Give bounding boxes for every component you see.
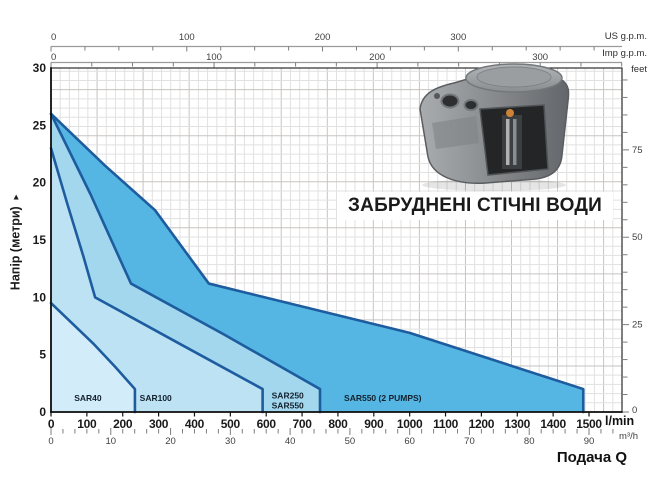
pump-areas bbox=[49, 112, 585, 414]
svg-text:5: 5 bbox=[39, 348, 46, 362]
svg-text:200: 200 bbox=[315, 32, 331, 43]
svg-text:30: 30 bbox=[33, 61, 47, 75]
flow-axis-title: Подача Q bbox=[556, 449, 627, 466]
area-sar40 bbox=[51, 303, 135, 412]
y-axis-title: Напір (метри) ▸ bbox=[9, 163, 26, 323]
chart-title: ЗАБРУДНЕНІ СТІЧНІ ВОДИ bbox=[337, 192, 613, 220]
pump-inlet-port bbox=[440, 93, 460, 109]
svg-text:0: 0 bbox=[48, 436, 53, 447]
svg-text:1300: 1300 bbox=[505, 417, 531, 431]
svg-text:500: 500 bbox=[221, 417, 241, 431]
svg-text:300: 300 bbox=[450, 32, 466, 43]
imp-gpm-unit-label: Imp g.p.m. bbox=[602, 48, 647, 59]
svg-text:900: 900 bbox=[364, 417, 384, 431]
svg-text:15: 15 bbox=[33, 233, 47, 247]
svg-text:40: 40 bbox=[285, 436, 296, 447]
pump-vent-port bbox=[463, 99, 479, 111]
svg-text:80: 80 bbox=[524, 436, 535, 447]
svg-text:60: 60 bbox=[404, 436, 415, 447]
svg-text:100: 100 bbox=[179, 32, 195, 43]
curve-sar40 bbox=[49, 301, 137, 414]
pump-lid-inner bbox=[476, 66, 552, 88]
svg-text:800: 800 bbox=[328, 417, 348, 431]
svg-text:70: 70 bbox=[464, 436, 475, 447]
svg-text:30: 30 bbox=[225, 436, 236, 447]
lmin-unit-label: l/min bbox=[605, 414, 635, 428]
svg-text:1000: 1000 bbox=[397, 417, 423, 431]
svg-text:SAR550 (2 PUMPS): SAR550 (2 PUMPS) bbox=[344, 393, 422, 403]
series-labels: SAR550 (2 PUMPS) SAR250 SAR550 SAR100 SAR40 bbox=[74, 390, 421, 410]
svg-text:75: 75 bbox=[632, 145, 643, 156]
svg-text:25: 25 bbox=[632, 320, 643, 331]
svg-text:25: 25 bbox=[33, 118, 47, 132]
m3h-axis: 0 10 20 30 40 50 60 70 80 90 bbox=[48, 428, 614, 447]
svg-text:10: 10 bbox=[33, 290, 47, 304]
curve-sar100 bbox=[49, 146, 264, 414]
svg-text:1200: 1200 bbox=[469, 417, 495, 431]
pump-motor bbox=[502, 115, 522, 169]
svg-text:50: 50 bbox=[345, 436, 356, 447]
svg-text:SAR100: SAR100 bbox=[140, 393, 172, 403]
svg-text:600: 600 bbox=[257, 417, 277, 431]
curve-sar250-sar550 bbox=[49, 112, 322, 414]
pump-image bbox=[419, 63, 570, 191]
svg-text:200: 200 bbox=[369, 52, 385, 63]
area-sar100 bbox=[51, 148, 263, 412]
svg-text:0: 0 bbox=[632, 405, 637, 416]
svg-text:100: 100 bbox=[206, 52, 222, 63]
pump-motor-stripe bbox=[513, 119, 517, 165]
svg-text:1500: 1500 bbox=[576, 417, 602, 431]
svg-text:0: 0 bbox=[48, 417, 55, 431]
svg-text:20: 20 bbox=[33, 176, 47, 190]
svg-text:1400: 1400 bbox=[540, 417, 566, 431]
svg-text:SAR40: SAR40 bbox=[74, 393, 102, 403]
m3h-unit-label: m³/h bbox=[619, 431, 638, 442]
svg-text:0: 0 bbox=[39, 405, 46, 419]
head-axis-labels: 0 5 10 15 20 25 30 bbox=[33, 61, 47, 419]
y-axis-title-text: Напір (метри) bbox=[8, 206, 23, 291]
pump-panel bbox=[432, 116, 479, 149]
us-gpm-axis: 0 100 200 300 bbox=[50, 32, 622, 52]
lmin-axis: 0 100 200 300 400 500 600 700 800 900 1000 1100 1200… bbox=[48, 412, 603, 431]
axis-arrow-icon: ▸ bbox=[10, 194, 21, 200]
svg-text:20: 20 bbox=[165, 436, 176, 447]
feet-unit-label: feet bbox=[631, 64, 647, 75]
svg-text:0: 0 bbox=[51, 52, 56, 63]
pump-motor-highlight bbox=[506, 119, 510, 165]
us-gpm-unit-label: US g.p.m. bbox=[604, 31, 647, 42]
svg-text:10: 10 bbox=[105, 436, 116, 447]
imp-gpm-axis: 0 100 200 300 bbox=[50, 52, 623, 68]
svg-text:50: 50 bbox=[632, 232, 643, 243]
plot-border bbox=[50, 67, 623, 413]
feet-axis: 0 25 50 75 bbox=[622, 79, 643, 416]
svg-text:300: 300 bbox=[532, 52, 548, 63]
svg-text:300: 300 bbox=[149, 417, 169, 431]
pump-bolt bbox=[434, 93, 440, 99]
curve-sar550-2pumps bbox=[49, 112, 585, 414]
svg-text:400: 400 bbox=[185, 417, 205, 431]
svg-text:0: 0 bbox=[51, 32, 56, 43]
pump-cable-gland bbox=[506, 109, 514, 117]
svg-text:700: 700 bbox=[293, 417, 313, 431]
svg-text:1100: 1100 bbox=[433, 417, 458, 431]
svg-text:90: 90 bbox=[584, 436, 595, 447]
svg-text:200: 200 bbox=[113, 417, 133, 431]
svg-text:100: 100 bbox=[77, 417, 97, 431]
